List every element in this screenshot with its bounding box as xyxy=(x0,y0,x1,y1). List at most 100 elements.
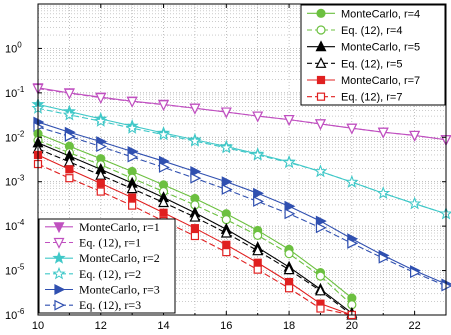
legend-label: MonteCarlo, r=3 xyxy=(79,283,160,297)
data-point xyxy=(220,107,232,119)
legend-marker xyxy=(54,299,66,311)
data-point xyxy=(378,252,390,264)
legend-label: MonteCarlo, r=7 xyxy=(341,75,420,87)
y-tick-label: 10-3 xyxy=(5,174,25,189)
data-point xyxy=(221,183,233,195)
legend-label: Eq. (12), r=4 xyxy=(341,25,402,37)
y-tick-label: 10-1 xyxy=(5,85,25,100)
data-point xyxy=(221,176,233,188)
data-point xyxy=(315,215,327,227)
data-point xyxy=(63,88,75,100)
legend-entry: Eq. (12), r=2 xyxy=(45,267,141,281)
x-tick-label: 14 xyxy=(157,320,169,332)
data-point xyxy=(188,134,202,147)
legend-marker xyxy=(316,75,326,85)
data-point xyxy=(159,208,168,217)
data-point xyxy=(377,127,389,139)
data-point xyxy=(219,140,233,154)
data-point xyxy=(222,248,231,257)
legend-entry: Eq. (12), r=4 xyxy=(307,25,402,37)
data-point xyxy=(156,127,171,141)
data-point xyxy=(128,193,137,202)
y-tick-label: 10-6 xyxy=(5,307,25,322)
legend-marker xyxy=(316,25,326,35)
legend-entry: MonteCarlo, r=2 xyxy=(45,251,160,265)
series-eq-12-r-5 xyxy=(32,142,358,320)
data-point xyxy=(376,186,390,199)
data-point xyxy=(125,121,139,134)
data-point xyxy=(284,284,294,293)
legend-label: MonteCarlo, r=1 xyxy=(79,220,160,234)
data-point xyxy=(158,196,170,208)
legends: MonteCarlo, r=4 Eq. (12), r=4 MonteCarlo, … xyxy=(38,4,446,314)
data-point xyxy=(190,166,202,177)
data-point xyxy=(127,151,139,163)
data-point xyxy=(314,119,326,131)
series-eq-12-r-3 xyxy=(33,121,451,292)
data-point xyxy=(220,226,232,238)
legend-marker xyxy=(53,222,65,234)
data-point xyxy=(94,114,108,127)
data-point xyxy=(283,115,295,126)
data-point xyxy=(252,244,264,256)
legend-marker xyxy=(316,92,326,101)
data-point xyxy=(252,111,264,123)
series-eq-12-r-2 xyxy=(31,101,451,220)
x-tick-label: 10 xyxy=(32,320,44,332)
data-point xyxy=(65,174,74,183)
data-point xyxy=(189,103,201,115)
legend-label: Eq. (12), r=1 xyxy=(79,236,141,250)
legend-marker xyxy=(54,284,66,295)
data-point xyxy=(313,164,328,178)
legend-entry: MonteCarlo, r=1 xyxy=(45,220,160,234)
legend-marker xyxy=(316,8,326,18)
data-point xyxy=(253,187,265,199)
legend-entry: MonteCarlo, r=7 xyxy=(307,75,420,87)
legend-label: Eq. (12), r=2 xyxy=(79,267,141,281)
data-point xyxy=(190,172,202,184)
data-point xyxy=(347,237,359,249)
x-tick-label: 22 xyxy=(408,320,420,332)
legend-label: MonteCarlo, r=2 xyxy=(79,251,160,265)
data-point xyxy=(96,187,105,196)
series-eq-12-r-1 xyxy=(32,83,451,147)
data-point xyxy=(253,258,262,267)
x-tick-label: 20 xyxy=(346,320,358,332)
data-point xyxy=(283,263,295,275)
legend-label: Eq. (12), r=3 xyxy=(79,298,141,312)
data-point xyxy=(128,201,137,210)
data-point xyxy=(408,196,422,210)
legend-entry: MonteCarlo, r=5 xyxy=(307,40,420,54)
legend-bottom-left: MonteCarlo, r=1Eq. (12), r=1MonteCarlo, … xyxy=(38,218,176,314)
y-tick-label: 10-2 xyxy=(5,129,25,144)
data-point xyxy=(315,222,327,234)
legend-box xyxy=(300,4,446,106)
y-tick-label: 100 xyxy=(5,40,22,55)
data-point xyxy=(345,175,359,188)
legend-marker xyxy=(315,56,327,68)
legend-entry: MonteCarlo, r=3 xyxy=(45,283,160,297)
data-point xyxy=(96,141,108,152)
data-point xyxy=(409,130,421,142)
data-point xyxy=(158,161,170,173)
data-point xyxy=(126,182,138,194)
data-point xyxy=(410,267,421,279)
data-point xyxy=(222,240,231,249)
legend-entry: MonteCarlo, r=4 xyxy=(307,8,420,20)
data-point xyxy=(284,200,296,212)
data-point xyxy=(282,155,296,169)
data-point xyxy=(253,195,265,207)
data-point xyxy=(314,284,326,296)
data-point xyxy=(62,107,76,121)
legend-entry: Eq. (12), r=3 xyxy=(45,298,141,312)
x-tick-label: 12 xyxy=(95,320,107,332)
axis-ticks: 10 12 14 16 18 20 22 10-6 10-5 10-4 10-3 10-2 10-1 10… xyxy=(5,4,447,332)
series-line xyxy=(37,107,447,215)
legend-label: MonteCarlo, r=5 xyxy=(341,42,420,54)
data-point xyxy=(65,165,74,174)
series-line xyxy=(37,126,447,287)
y-tick-label: 10-4 xyxy=(5,218,25,233)
legend-marker xyxy=(53,237,65,249)
data-point xyxy=(253,230,263,240)
x-tick-label: 16 xyxy=(220,320,232,332)
